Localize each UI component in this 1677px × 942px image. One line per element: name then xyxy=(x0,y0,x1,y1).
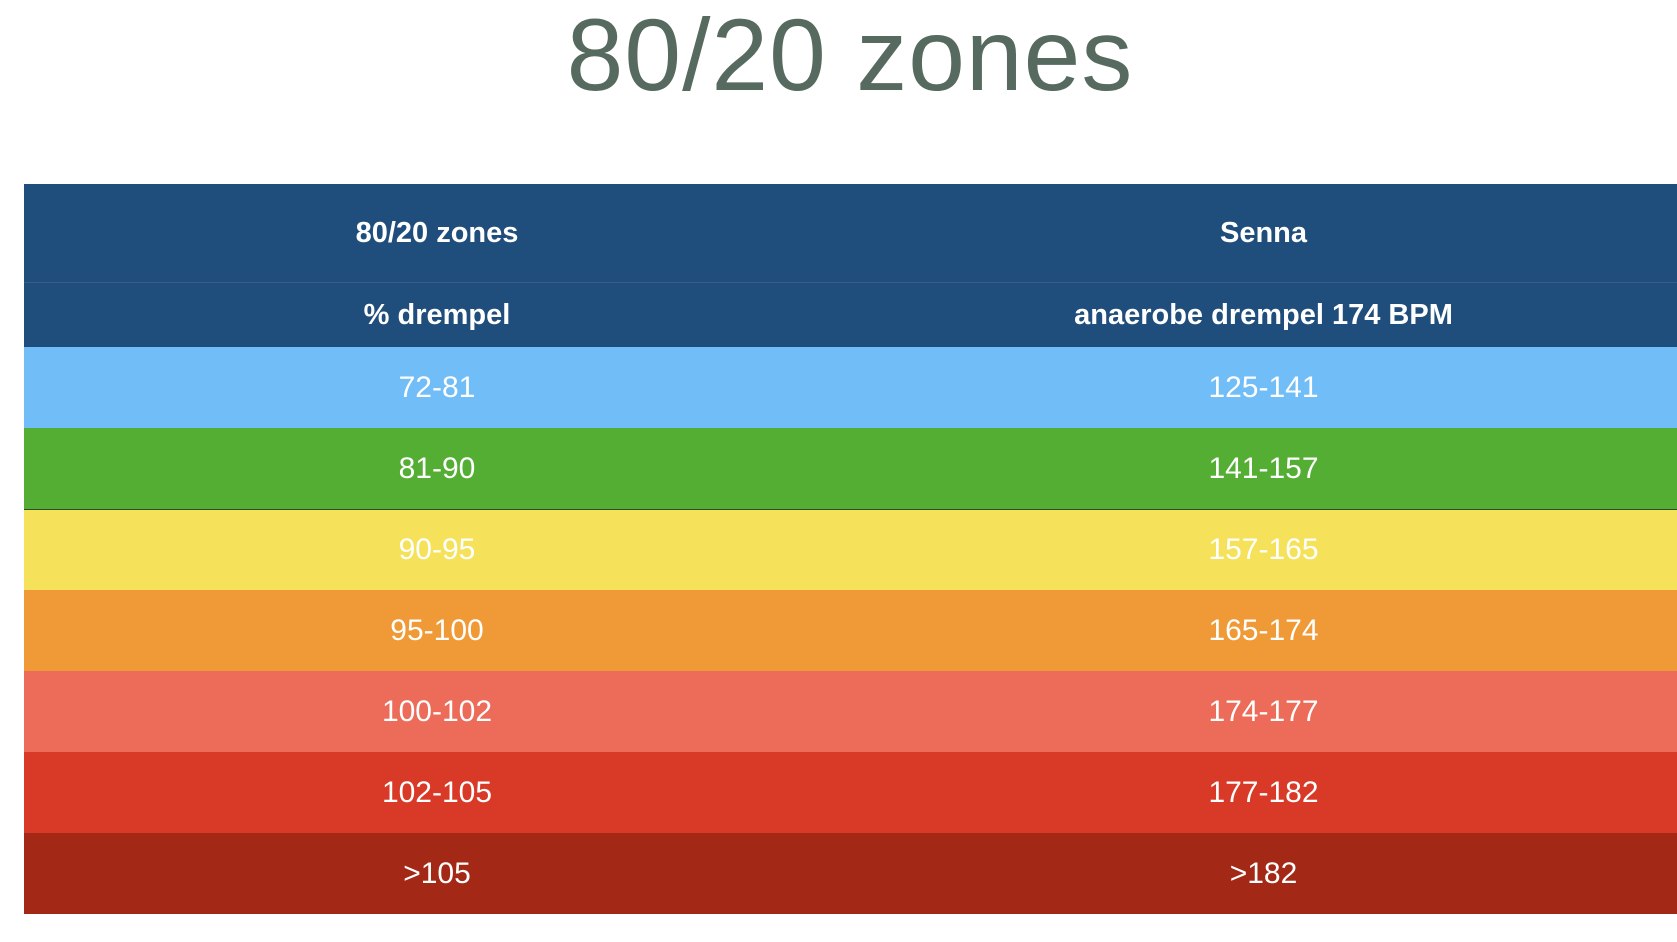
percent-cell: 81-90 xyxy=(398,451,476,485)
subheader-cell-threshold: anaerobe drempel 174 BPM xyxy=(1074,298,1453,331)
header-cell-athlete: Senna xyxy=(1219,216,1308,249)
percent-cell: 90-95 xyxy=(398,533,476,566)
percent-cell: 100-102 xyxy=(381,694,493,728)
bpm-cell: >182 xyxy=(1229,856,1298,890)
subheader-cell-percent: % drempel xyxy=(363,298,511,331)
header-cell-zones: 80/20 zones xyxy=(355,216,519,249)
zones-table: 80/20 zones Senna % drempel anaerobe dre… xyxy=(24,184,1677,914)
table-subheader-row: % drempel anaerobe drempel 174 BPM xyxy=(24,283,1677,347)
page-title: 80/20 zones xyxy=(566,0,1134,112)
percent-cell: >105 xyxy=(403,856,471,890)
bpm-cell: 165-174 xyxy=(1208,613,1319,647)
bpm-cell: 174-177 xyxy=(1208,694,1319,728)
table-row: 72-81 125-141 xyxy=(24,347,1677,428)
table-row: 102-105 177-182 xyxy=(24,752,1677,833)
bpm-cell: 125-141 xyxy=(1208,370,1319,404)
percent-cell: 72-81 xyxy=(398,370,476,404)
table-row: 81-90 141-157 xyxy=(24,428,1677,509)
table-row: 90-95 157-165 xyxy=(24,509,1677,590)
bpm-cell: 141-157 xyxy=(1208,451,1319,485)
bpm-cell: 157-165 xyxy=(1208,533,1319,566)
bpm-cell: 177-182 xyxy=(1208,775,1319,809)
table-row: 100-102 174-177 xyxy=(24,671,1677,752)
table-row: >105 >182 xyxy=(24,833,1677,914)
table-row: 95-100 165-174 xyxy=(24,590,1677,671)
table-header-row: 80/20 zones Senna xyxy=(24,184,1677,283)
percent-cell: 95-100 xyxy=(390,613,484,647)
percent-cell: 102-105 xyxy=(381,775,493,809)
